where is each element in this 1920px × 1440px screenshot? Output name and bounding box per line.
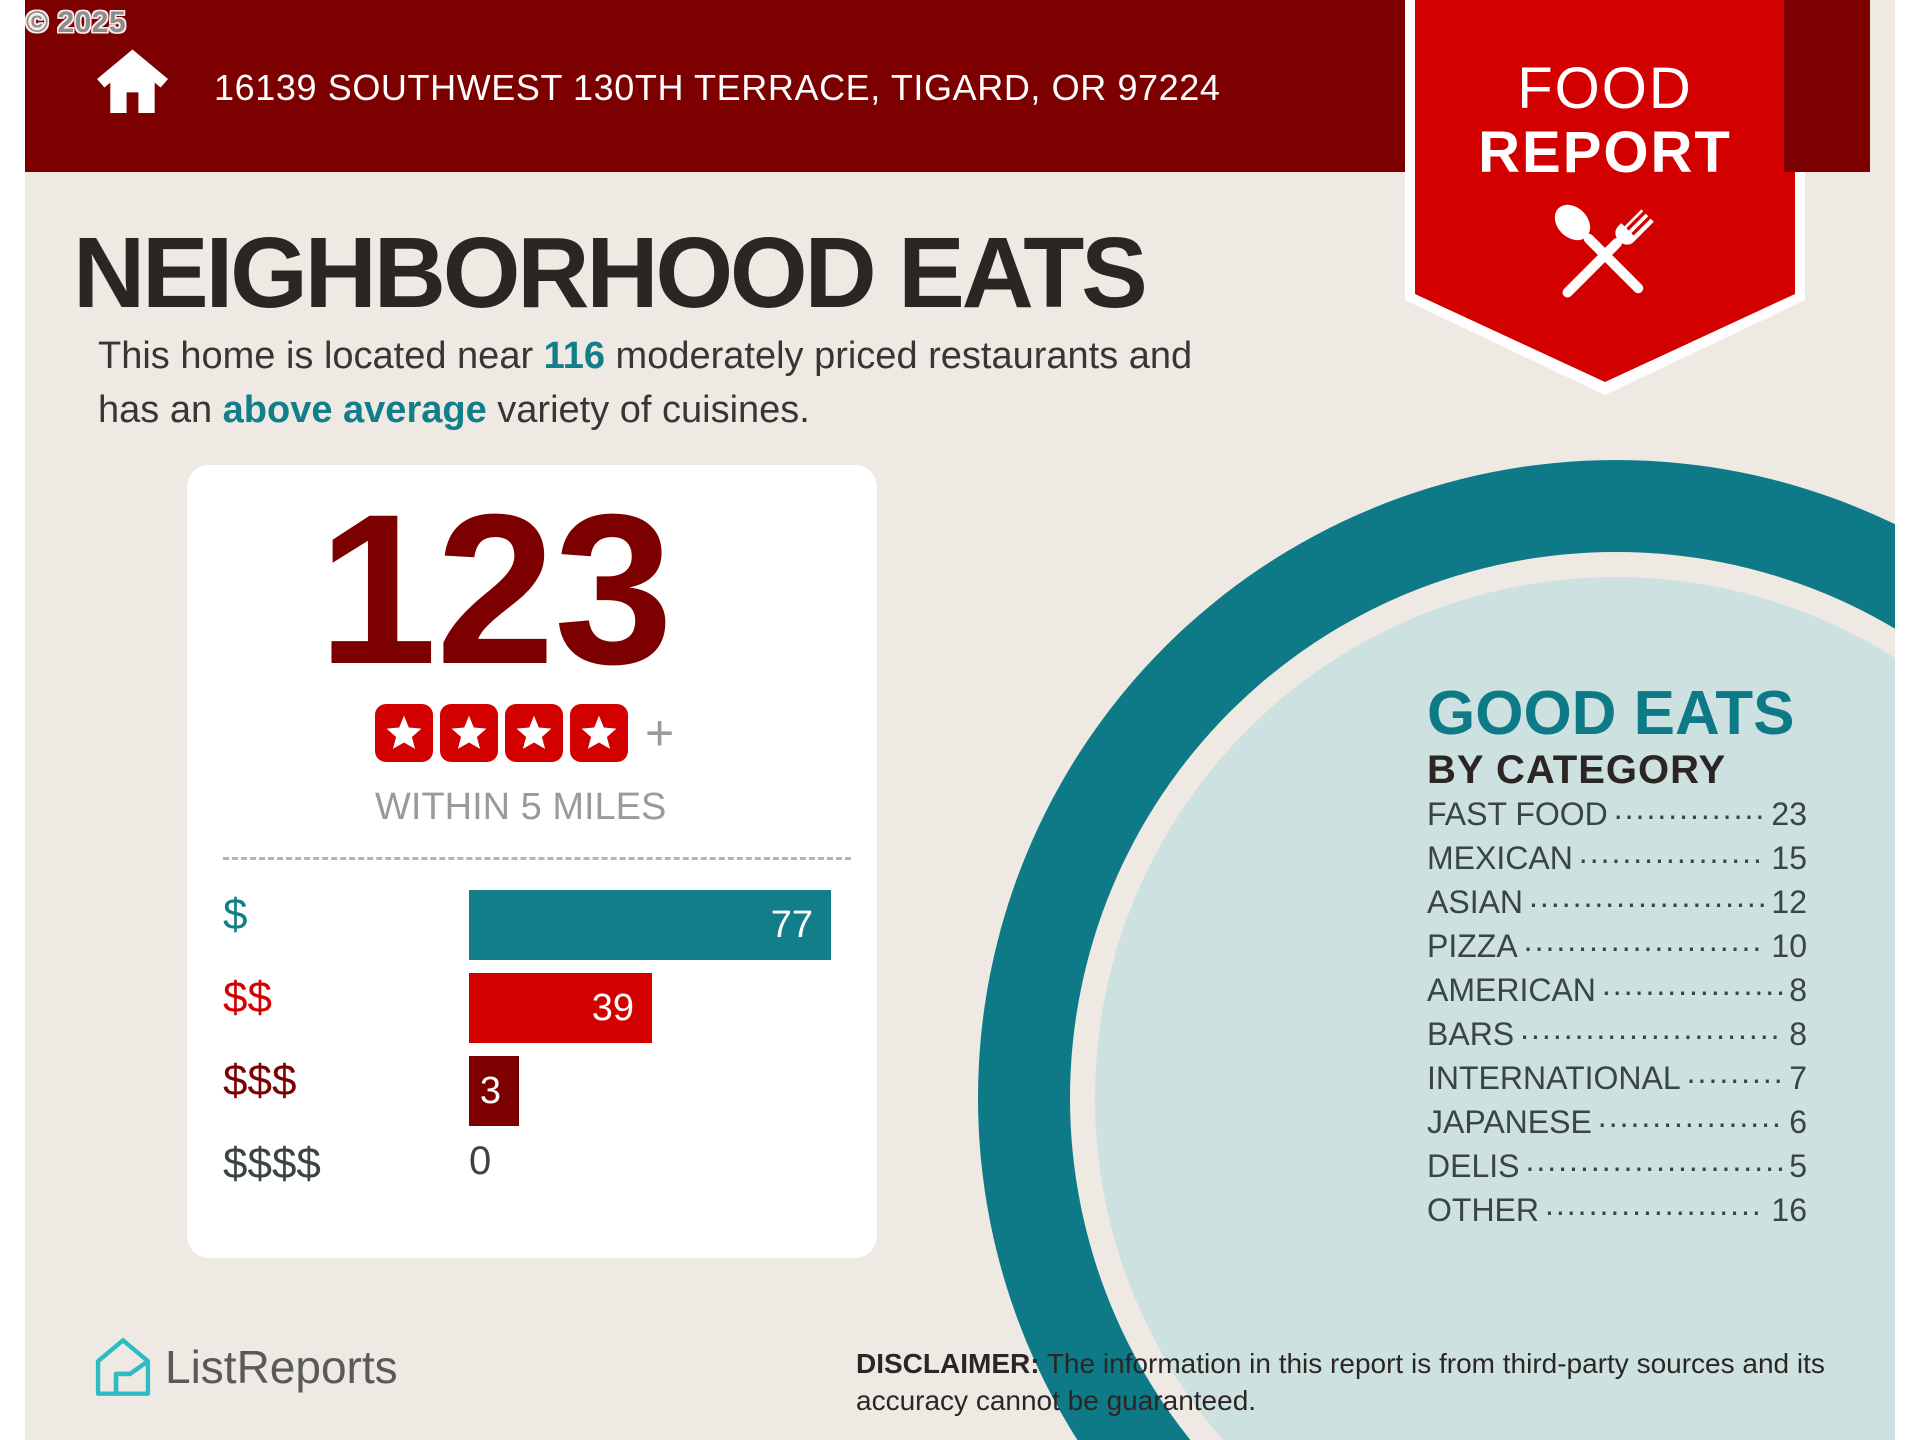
svg-text:FOOD: FOOD bbox=[1517, 56, 1693, 121]
svg-text:REPORT: REPORT bbox=[1478, 120, 1732, 185]
